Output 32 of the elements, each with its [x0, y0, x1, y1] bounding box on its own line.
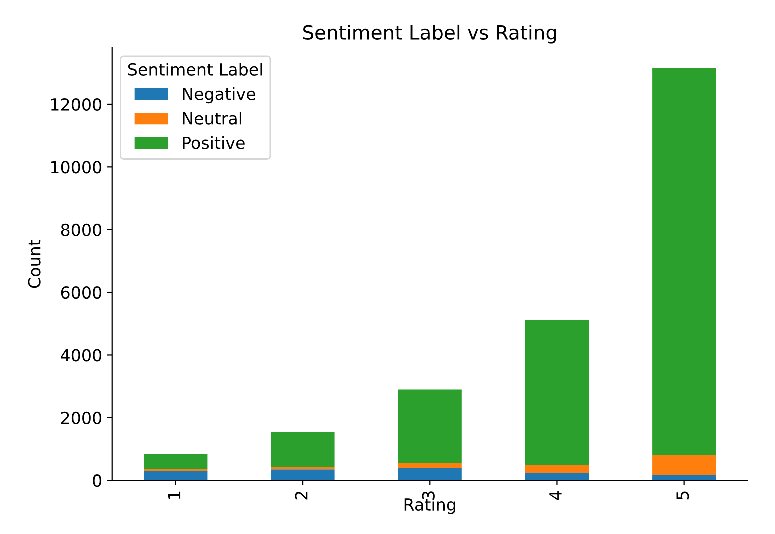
y-tick-label: 0	[93, 474, 102, 488]
legend-label: Positive	[183, 136, 245, 150]
bar	[525, 320, 589, 466]
x-axis-title: Rating	[404, 498, 456, 514]
bar	[652, 456, 716, 476]
y-tick-label: 12000	[51, 98, 102, 112]
bar	[144, 471, 208, 481]
bar	[652, 68, 716, 456]
bar	[398, 468, 462, 481]
y-tick-label: 8000	[61, 224, 102, 236]
x-tick-label: 5	[676, 492, 690, 500]
bar	[271, 470, 335, 481]
chart-title: Sentiment Label vs Rating	[303, 24, 556, 44]
y-tick-label: 2000	[61, 412, 102, 424]
y-axis-title: Count	[28, 240, 41, 288]
y-tick-label: 6000	[61, 286, 102, 300]
y-tick-label: 4000	[61, 349, 102, 362]
x-tick-label: 2	[295, 492, 308, 500]
x-tick-label: 4	[550, 491, 562, 500]
legend-label: Negative	[183, 88, 256, 104]
y-tick-label: 10000	[51, 161, 102, 174]
bar	[271, 432, 335, 468]
x-tick-label: 3	[422, 492, 435, 500]
bar	[144, 454, 208, 470]
x-tick-label: 1	[168, 492, 181, 500]
bar	[398, 390, 462, 464]
legend-title: Sentiment Label	[128, 63, 262, 76]
bar	[271, 467, 335, 470]
bar	[398, 463, 462, 468]
legend-label: Neutral	[183, 112, 242, 125]
bar	[525, 473, 589, 481]
bar	[525, 465, 589, 474]
